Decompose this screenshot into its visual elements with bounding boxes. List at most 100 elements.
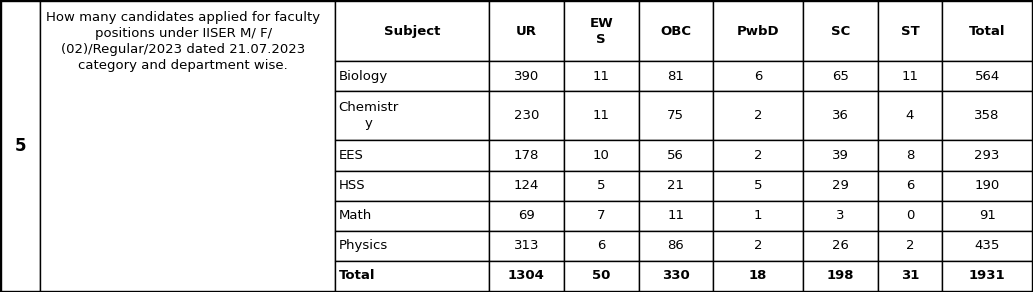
Text: 36: 36: [832, 110, 849, 122]
Text: 564: 564: [974, 70, 1000, 83]
Bar: [564, 140, 638, 171]
Text: HSS: HSS: [339, 179, 366, 192]
Text: 11: 11: [667, 209, 684, 222]
Bar: [942, 231, 1032, 261]
Text: 26: 26: [832, 239, 849, 252]
Bar: [638, 231, 713, 261]
Bar: [713, 140, 803, 171]
Bar: [878, 261, 942, 291]
Text: 6: 6: [906, 179, 914, 192]
Text: Total: Total: [339, 270, 375, 282]
Text: 11: 11: [593, 110, 609, 122]
Text: 178: 178: [513, 149, 539, 162]
Bar: [564, 61, 638, 91]
Bar: [489, 201, 564, 231]
Text: 69: 69: [519, 209, 535, 222]
Bar: [878, 91, 942, 140]
Text: 124: 124: [513, 179, 539, 192]
Text: 2: 2: [906, 239, 914, 252]
Text: 198: 198: [826, 270, 854, 282]
Bar: [489, 261, 564, 291]
Text: 11: 11: [593, 70, 609, 83]
Bar: [713, 261, 803, 291]
Bar: [335, 91, 489, 140]
Bar: [564, 1, 638, 61]
Bar: [489, 171, 564, 201]
Text: 21: 21: [667, 179, 684, 192]
Text: 5: 5: [14, 137, 27, 155]
Text: Chemistr
y: Chemistr y: [339, 101, 399, 131]
Text: Subject: Subject: [383, 25, 440, 38]
Bar: [803, 1, 878, 61]
Bar: [942, 140, 1032, 171]
Text: 190: 190: [974, 179, 1000, 192]
Bar: [638, 201, 713, 231]
Text: 230: 230: [513, 110, 539, 122]
Bar: [335, 231, 489, 261]
Text: Math: Math: [339, 209, 372, 222]
Text: How many candidates applied for faculty
positions under IISER M/ F/
(02)/Regular: How many candidates applied for faculty …: [46, 11, 320, 72]
Text: 91: 91: [978, 209, 996, 222]
Bar: [713, 231, 803, 261]
Text: 313: 313: [513, 239, 539, 252]
Bar: [335, 171, 489, 201]
Text: 7: 7: [597, 209, 605, 222]
Text: 4: 4: [906, 110, 914, 122]
Text: EES: EES: [339, 149, 364, 162]
Bar: [713, 201, 803, 231]
Bar: [40, 1, 335, 291]
Bar: [878, 140, 942, 171]
Bar: [942, 261, 1032, 291]
Bar: [1, 1, 40, 291]
Bar: [878, 231, 942, 261]
Bar: [638, 140, 713, 171]
Text: OBC: OBC: [660, 25, 691, 38]
Bar: [489, 140, 564, 171]
Text: 6: 6: [754, 70, 762, 83]
Text: 11: 11: [902, 70, 918, 83]
Text: ST: ST: [901, 25, 919, 38]
Text: 39: 39: [832, 149, 849, 162]
Bar: [638, 61, 713, 91]
Text: PwbD: PwbD: [737, 25, 779, 38]
Bar: [942, 171, 1032, 201]
Text: Total: Total: [969, 25, 1005, 38]
Bar: [878, 201, 942, 231]
Text: 2: 2: [754, 239, 762, 252]
Bar: [638, 91, 713, 140]
Text: 8: 8: [906, 149, 914, 162]
Text: Physics: Physics: [339, 239, 388, 252]
Text: 358: 358: [974, 110, 1000, 122]
Bar: [489, 1, 564, 61]
Bar: [803, 201, 878, 231]
Bar: [878, 1, 942, 61]
Bar: [489, 61, 564, 91]
Bar: [335, 140, 489, 171]
Bar: [335, 61, 489, 91]
Bar: [713, 171, 803, 201]
Text: 6: 6: [597, 239, 605, 252]
Bar: [638, 171, 713, 201]
Bar: [564, 201, 638, 231]
Text: 5: 5: [597, 179, 605, 192]
Text: 390: 390: [513, 70, 539, 83]
Text: 5: 5: [754, 179, 762, 192]
Bar: [713, 91, 803, 140]
Bar: [335, 201, 489, 231]
Text: 1304: 1304: [508, 270, 544, 282]
Bar: [638, 261, 713, 291]
Text: 56: 56: [667, 149, 684, 162]
Text: 10: 10: [593, 149, 609, 162]
Bar: [942, 201, 1032, 231]
Bar: [803, 91, 878, 140]
Text: 29: 29: [832, 179, 849, 192]
Text: 50: 50: [592, 270, 611, 282]
Bar: [803, 231, 878, 261]
Bar: [564, 261, 638, 291]
Bar: [878, 61, 942, 91]
Bar: [878, 171, 942, 201]
Bar: [942, 91, 1032, 140]
Bar: [564, 231, 638, 261]
Bar: [803, 261, 878, 291]
Text: 65: 65: [832, 70, 849, 83]
